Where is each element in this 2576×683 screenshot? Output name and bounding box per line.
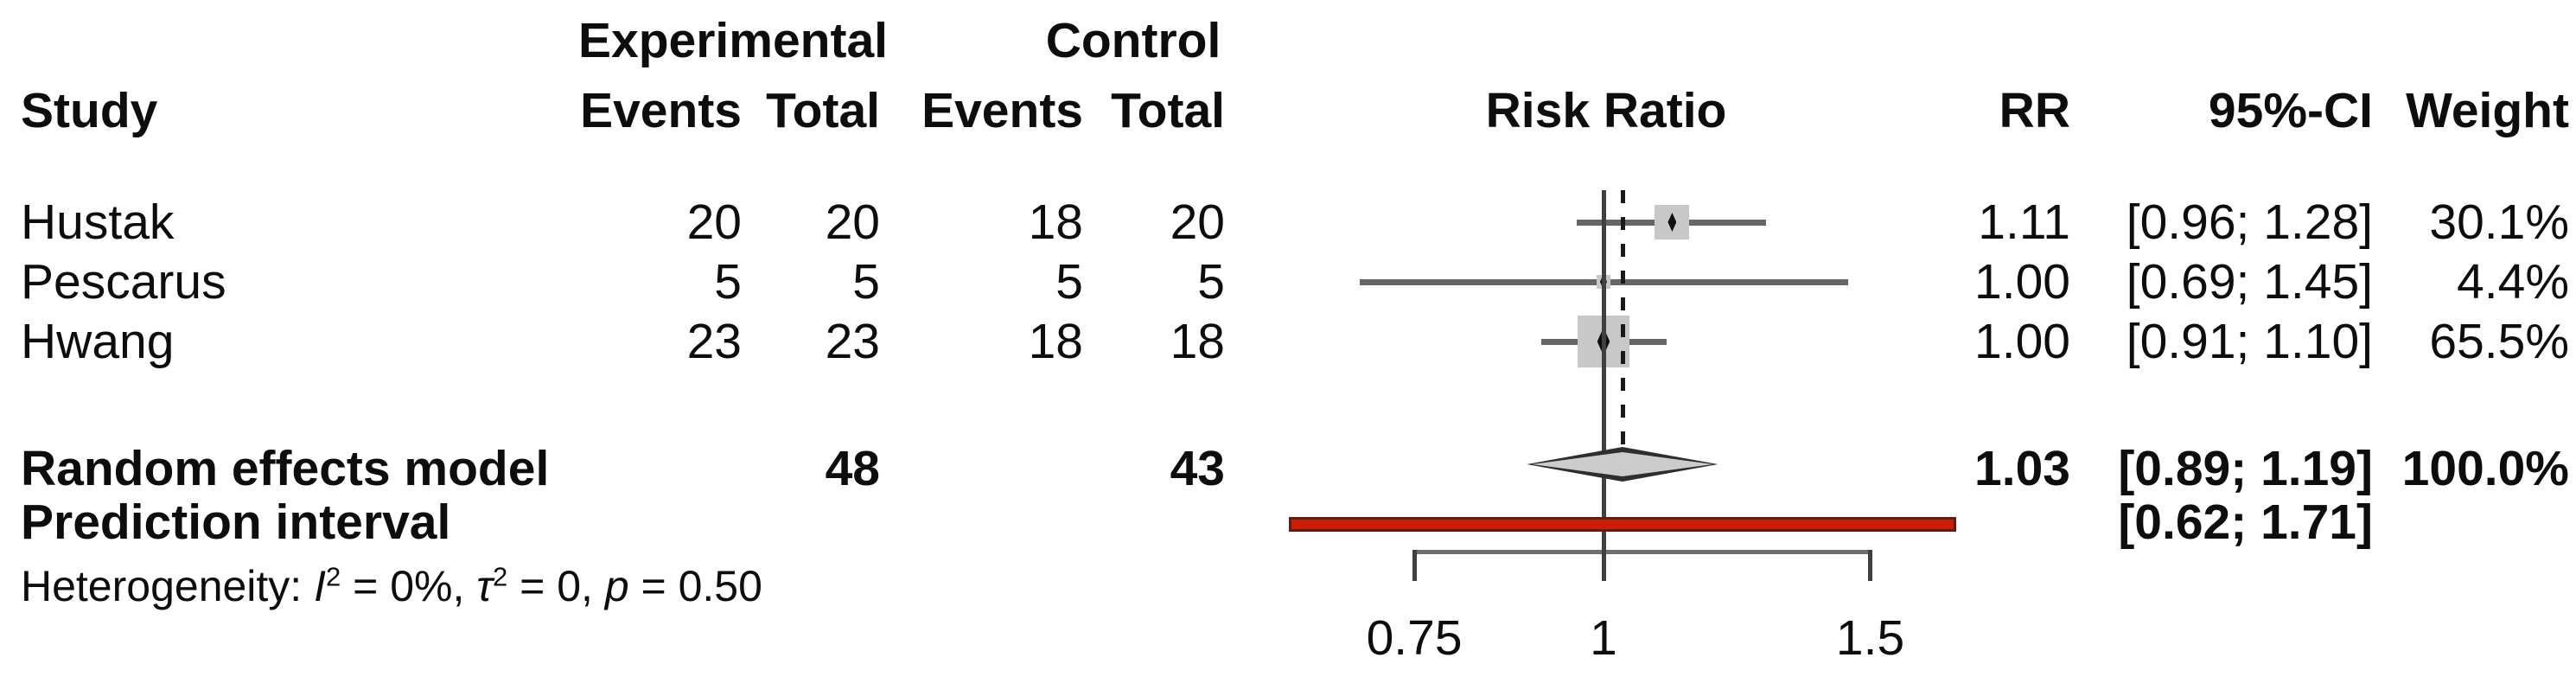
study-name: Hustak [21, 195, 175, 250]
exp-total-value: 20 [825, 195, 880, 250]
exp-total-value: 5 [852, 254, 880, 310]
point-estimate-marker [1667, 212, 1677, 232]
het-text: = 0, [507, 562, 605, 610]
weight-value: 30.1% [2429, 195, 2569, 250]
exp-total-value: 23 [825, 314, 880, 369]
het-tau: τ [476, 562, 493, 610]
study-name: Hwang [21, 314, 175, 369]
ci-value: [0.69; 1.45] [2126, 254, 2373, 310]
rr-value: 1.11 [1978, 195, 2070, 250]
header-exp-events: Events [580, 83, 742, 138]
axis-tick-label: 1 [1590, 610, 1617, 666]
het-p: p [604, 562, 629, 610]
het-I-sup: 2 [326, 561, 341, 592]
ctrl-events-value: 18 [1028, 195, 1083, 250]
header-exp-total: Total [766, 83, 880, 138]
het-text: Heterogeneity: [21, 562, 315, 610]
random-ci-value: [0.89; 1.19] [2118, 441, 2373, 496]
random-rr-value: 1.03 [1974, 441, 2070, 496]
header-ctrl-total: Total [1111, 83, 1225, 138]
random-ctrl-total: 43 [1170, 441, 1225, 496]
random-weight-value: 100.0% [2401, 441, 2569, 496]
axis-tick-label: 0.75 [1366, 610, 1463, 666]
rr-value: 1.00 [1974, 254, 2070, 310]
weight-value: 4.4% [2457, 254, 2569, 310]
prediction-ci-value: [0.62; 1.71] [2118, 495, 2373, 550]
header-rr: RR [1999, 83, 2070, 138]
exp-events-value: 5 [714, 254, 742, 310]
x-axis-tick [1868, 550, 1873, 581]
random-exp-total: 48 [825, 441, 880, 496]
header-group-experimental: Experimental [578, 13, 888, 68]
het-I: I [314, 562, 326, 610]
header-weight: Weight [2406, 83, 2569, 138]
het-text: = 0%, [341, 562, 477, 610]
header-ctrl-events: Events [921, 83, 1083, 138]
ctrl-total-value: 20 [1170, 195, 1225, 250]
x-axis-tick [1412, 550, 1417, 581]
ctrl-total-value: 5 [1197, 254, 1225, 310]
ctrl-events-value: 5 [1055, 254, 1083, 310]
prediction-interval-bar [1289, 517, 1957, 532]
x-axis-tick [1601, 550, 1606, 581]
het-tau-sup: 2 [492, 561, 508, 592]
x-axis-line [1414, 550, 1871, 554]
random-effects-label: Random effects model [21, 441, 550, 496]
ctrl-events-value: 18 [1028, 314, 1083, 369]
ci-value: [0.96; 1.28] [2126, 195, 2373, 250]
random-effects-diamond-fill [1532, 452, 1713, 476]
rr-value: 1.00 [1974, 314, 2070, 369]
ci-value: [0.91; 1.10] [2126, 314, 2373, 369]
header-ci: 95%-CI [2208, 83, 2373, 138]
prediction-interval-label: Prediction interval [21, 495, 451, 550]
header-study: Study [21, 83, 158, 138]
study-name: Pescarus [21, 254, 226, 310]
pooled-estimate-dashed-line [1620, 190, 1625, 447]
exp-events-value: 20 [686, 195, 742, 250]
header-group-control: Control [1045, 13, 1221, 68]
axis-tick-label: 1.5 [1835, 610, 1905, 666]
exp-events-value: 23 [686, 314, 742, 369]
null-effect-line [1601, 190, 1606, 581]
header-plot-title: Risk Ratio [1485, 83, 1727, 138]
heterogeneity-note: Heterogeneity: I2 = 0%, τ2 = 0, p = 0.50 [21, 556, 762, 616]
random-effects-diamond [1527, 447, 1718, 482]
ctrl-total-value: 18 [1170, 314, 1225, 369]
weight-value: 65.5% [2429, 314, 2569, 369]
het-text: = 0.50 [628, 562, 762, 610]
